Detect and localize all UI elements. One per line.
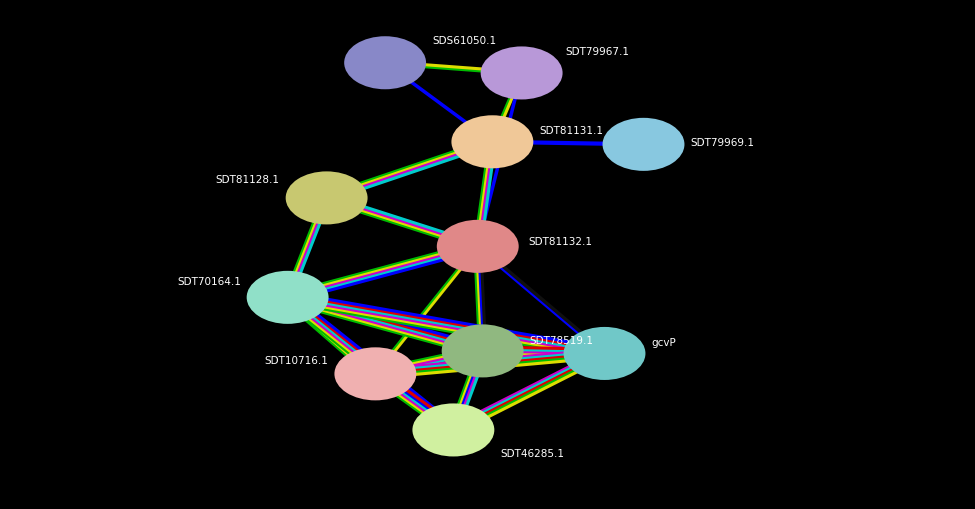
Text: SDS61050.1: SDS61050.1 bbox=[432, 36, 496, 46]
Ellipse shape bbox=[442, 325, 524, 378]
Ellipse shape bbox=[412, 404, 494, 457]
Text: SDT10716.1: SDT10716.1 bbox=[264, 355, 329, 365]
Text: SDT81132.1: SDT81132.1 bbox=[528, 237, 593, 247]
Ellipse shape bbox=[247, 271, 329, 324]
Text: SDT70164.1: SDT70164.1 bbox=[176, 276, 241, 286]
Ellipse shape bbox=[603, 119, 684, 172]
Ellipse shape bbox=[564, 327, 645, 380]
Text: SDT79969.1: SDT79969.1 bbox=[690, 137, 755, 148]
Text: gcvP: gcvP bbox=[651, 337, 676, 348]
Ellipse shape bbox=[286, 172, 368, 225]
Ellipse shape bbox=[334, 348, 416, 401]
Ellipse shape bbox=[437, 220, 519, 273]
Text: SDT79967.1: SDT79967.1 bbox=[566, 47, 630, 57]
Text: SDT78519.1: SDT78519.1 bbox=[529, 335, 594, 345]
Text: SDT81131.1: SDT81131.1 bbox=[539, 126, 604, 136]
Text: SDT81128.1: SDT81128.1 bbox=[215, 175, 280, 185]
Text: SDT46285.1: SDT46285.1 bbox=[500, 448, 565, 458]
Ellipse shape bbox=[344, 37, 426, 90]
Ellipse shape bbox=[451, 116, 533, 169]
Ellipse shape bbox=[481, 47, 563, 100]
